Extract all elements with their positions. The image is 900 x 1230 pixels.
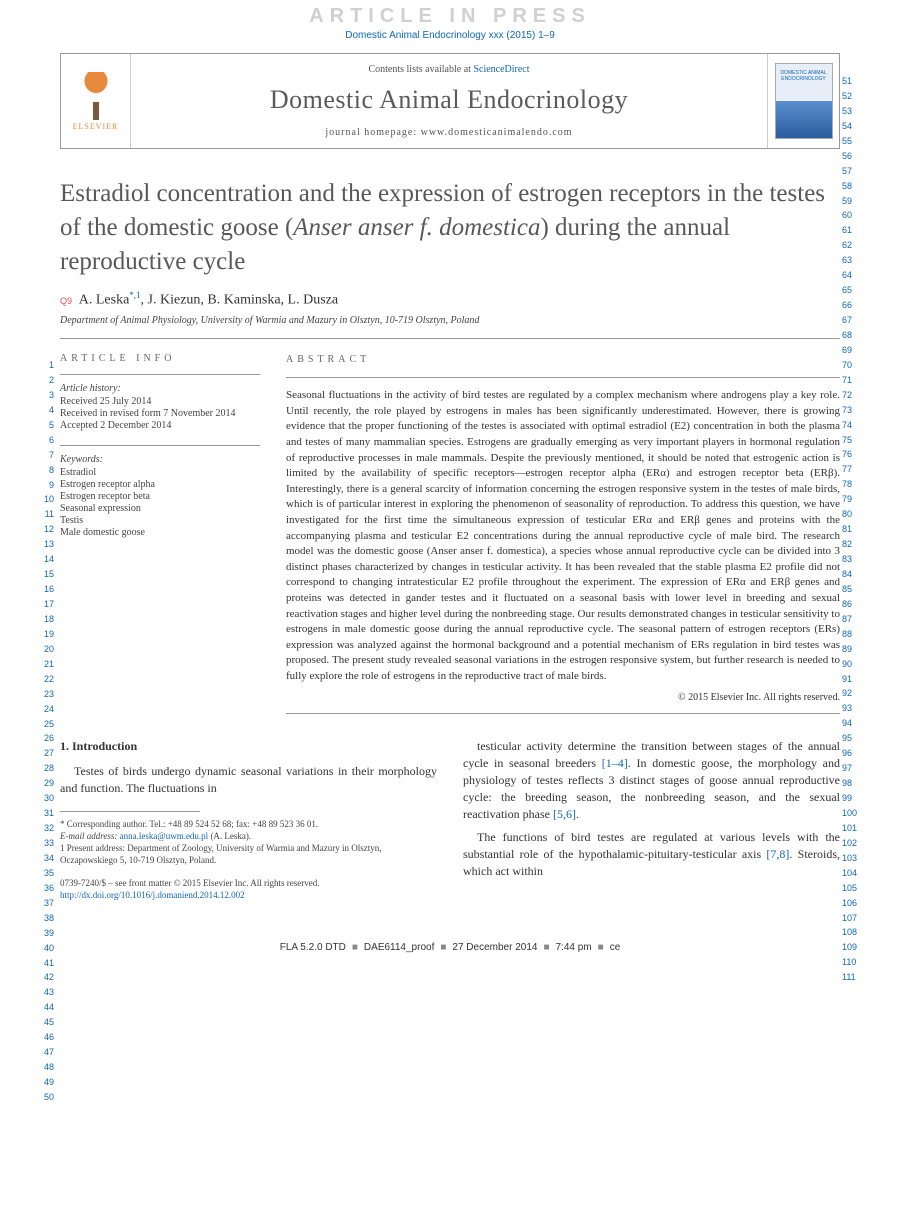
article-info-column: article info Article history: Received 2… (60, 353, 260, 724)
keyword: Testis (60, 515, 260, 526)
sciencedirect-link[interactable]: ScienceDirect (473, 64, 529, 75)
keyword: Estrogen receptor beta (60, 491, 260, 502)
body-para-right-2: The functions of bird testes are regulat… (463, 829, 840, 880)
email-suffix: (A. Leska). (208, 831, 251, 841)
elsevier-tree-icon (72, 72, 120, 120)
abstract-rule-bottom (286, 713, 840, 714)
para-text: . (576, 807, 579, 821)
journal-header: ELSEVIER Contents lists available at Sci… (60, 53, 840, 149)
proof-footer: FLA 5.2.0 DTD ■ DAE6114_proof ■ 27 December … (60, 942, 840, 953)
received-line: Received 25 July 2014 (60, 396, 260, 407)
corresponding-footnote: * Corresponding author. Tel.: +48 89 524… (60, 818, 437, 830)
email-footnote: E-mail address: anna.leska@uwm.edu.pl (A… (60, 830, 437, 842)
author-primary: A. Leska (79, 293, 130, 308)
footer-proof: DAE6114_proof (364, 942, 434, 953)
abstract-text: Seasonal fluctuations in the activity of… (286, 388, 840, 685)
square-icon: ■ (352, 942, 358, 953)
revised-line: Received in revised form 7 November 2014 (60, 408, 260, 419)
journal-homepage: journal homepage: www.domesticanimalendo… (139, 127, 759, 138)
ref-link[interactable]: [5,6] (553, 807, 576, 821)
keyword: Estrogen receptor alpha (60, 479, 260, 490)
elsevier-label: ELSEVIER (73, 122, 119, 131)
header-center: Contents lists available at ScienceDirec… (131, 54, 767, 148)
keywords-block: Keywords: Estradiol Estrogen receptor al… (60, 445, 260, 538)
page-content: Domestic Animal Endocrinology xxx (2015)… (0, 0, 900, 973)
footer-fla: FLA 5.2.0 DTD (280, 942, 346, 953)
authors-line: Q9 A. Leska*,1, J. Kiezun, B. Kaminska, … (60, 290, 840, 309)
abstract-copyright: © 2015 Elsevier Inc. All rights reserved… (286, 691, 840, 705)
keyword: Seasonal expression (60, 503, 260, 514)
cover-thumbnail-box: DOMESTIC ANIMAL ENDOCRINOLOGY (767, 54, 839, 148)
body-columns: 1. Introduction Testes of birds undergo … (60, 738, 840, 902)
accepted-line: Accepted 2 December 2014 (60, 420, 260, 431)
keywords-label: Keywords: (60, 454, 260, 465)
journal-name: Domestic Animal Endocrinology (139, 85, 759, 115)
front-matter-copyright: 0739-7240/$ – see front matter © 2015 El… (60, 877, 437, 903)
article-info-heading: article info (60, 353, 260, 364)
info-abstract-row: article info Article history: Received 2… (60, 353, 840, 724)
square-icon: ■ (440, 942, 446, 953)
keyword: Estradiol (60, 467, 260, 478)
section-number: 1. (60, 739, 69, 753)
front-matter-line: 0739-7240/$ – see front matter © 2015 El… (60, 877, 437, 890)
square-icon: ■ (543, 942, 549, 953)
author-superscript: *,1 (129, 290, 140, 300)
cover-thumbnail: DOMESTIC ANIMAL ENDOCRINOLOGY (775, 63, 833, 139)
article-title: Estradiol concentration and the expressi… (60, 177, 840, 278)
footer-date: 27 December 2014 (452, 942, 537, 953)
ref-link[interactable]: [7,8] (766, 847, 789, 861)
affiliation: Department of Animal Physiology, Univers… (60, 315, 840, 326)
square-icon: ■ (598, 942, 604, 953)
sciencedirect-prefix: Contents lists available at (368, 64, 473, 75)
query-tag: Q9 (60, 296, 72, 306)
history-block: Article history: Received 25 July 2014 R… (60, 374, 260, 431)
doi-link[interactable]: http://dx.doi.org/10.1016/j.domaniend.20… (60, 890, 245, 900)
present-address-footnote: 1 Present address: Department of Zoology… (60, 842, 437, 866)
footnote-rule (60, 811, 200, 812)
body-left-column: 1. Introduction Testes of birds undergo … (60, 738, 437, 902)
abstract-heading: abstract (286, 353, 840, 367)
elsevier-logo: ELSEVIER (61, 54, 131, 148)
body-para-right-1: testicular activity determine the transi… (463, 738, 840, 823)
section-title: Introduction (72, 739, 137, 753)
abstract-rule (286, 377, 840, 378)
footer-ce: ce (610, 942, 621, 953)
footer-time: 7:44 pm (556, 942, 592, 953)
sciencedirect-line: Contents lists available at ScienceDirec… (139, 64, 759, 75)
keyword: Male domestic goose (60, 527, 260, 538)
body-para-left: Testes of birds undergo dynamic seasonal… (60, 763, 437, 797)
ref-link[interactable]: [1–4] (602, 756, 628, 770)
email-label: E-mail address: (60, 831, 120, 841)
history-label: Article history: (60, 383, 260, 394)
body-right-column: testicular activity determine the transi… (463, 738, 840, 902)
citation-line: Domestic Animal Endocrinology xxx (2015)… (60, 30, 840, 41)
authors-rest: , J. Kiezun, B. Kaminska, L. Dusza (141, 293, 339, 308)
divider (60, 338, 840, 339)
section-heading: 1. Introduction (60, 738, 437, 755)
email-link[interactable]: anna.leska@uwm.edu.pl (120, 831, 209, 841)
abstract-column: abstract Seasonal fluctuations in the ac… (286, 353, 840, 724)
